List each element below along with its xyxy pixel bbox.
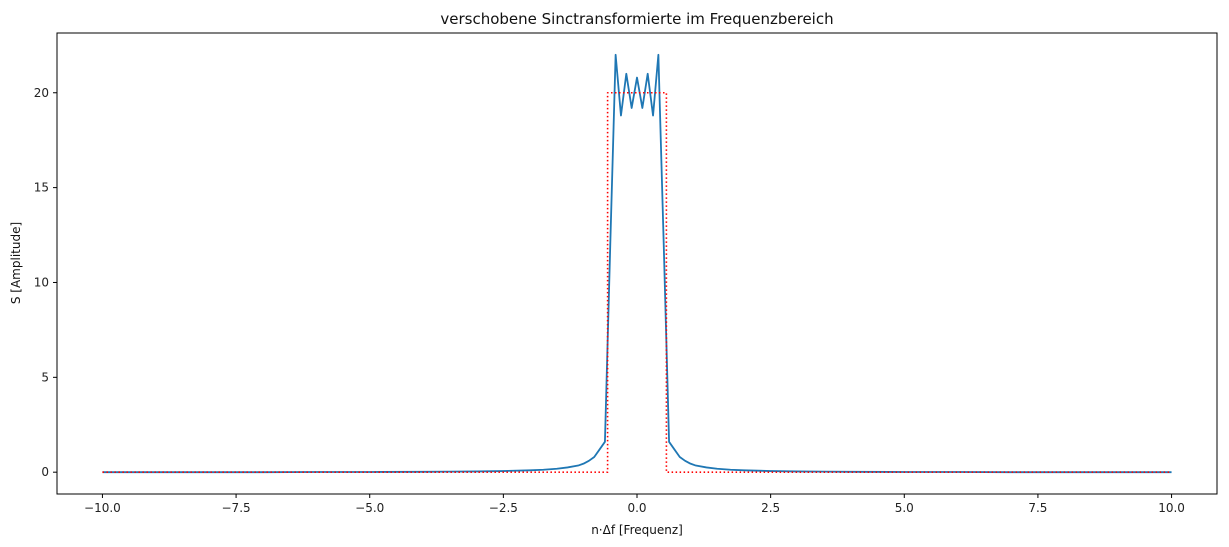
rect-reference-line <box>102 91 1172 473</box>
series-layer <box>102 53 1172 474</box>
x-tick-label: −10.0 <box>84 501 121 515</box>
y-tick-label: 0 <box>41 465 49 479</box>
y-tick-label: 5 <box>41 370 49 384</box>
x-tick-label: 2.5 <box>761 501 780 515</box>
x-axis: −10.0 −7.5 −5.0 −2.5 0.0 2.5 5.0 7.5 10.0 <box>84 494 1185 515</box>
y-tick-label: 10 <box>34 275 49 289</box>
x-tick-label: 5.0 <box>895 501 914 515</box>
y-axis: 0 5 10 15 20 <box>34 86 57 479</box>
x-tick-label: −5.0 <box>355 501 384 515</box>
x-tick-label: 0.0 <box>627 501 646 515</box>
sinc-spectrum-line <box>102 53 1172 474</box>
chart-title: verschobene Sinctransformierte im Freque… <box>440 10 833 28</box>
x-axis-title: n·Δf [Frequenz] <box>591 523 683 537</box>
plot-frame <box>56 32 1218 495</box>
y-axis-title: S [Amplitude] <box>9 222 23 304</box>
x-tick-label: −7.5 <box>222 501 251 515</box>
y-tick-label: 20 <box>34 86 49 100</box>
x-tick-label: 7.5 <box>1028 501 1047 515</box>
x-tick-label: 10.0 <box>1158 501 1185 515</box>
y-tick-label: 15 <box>34 181 49 195</box>
x-tick-label: −2.5 <box>489 501 518 515</box>
